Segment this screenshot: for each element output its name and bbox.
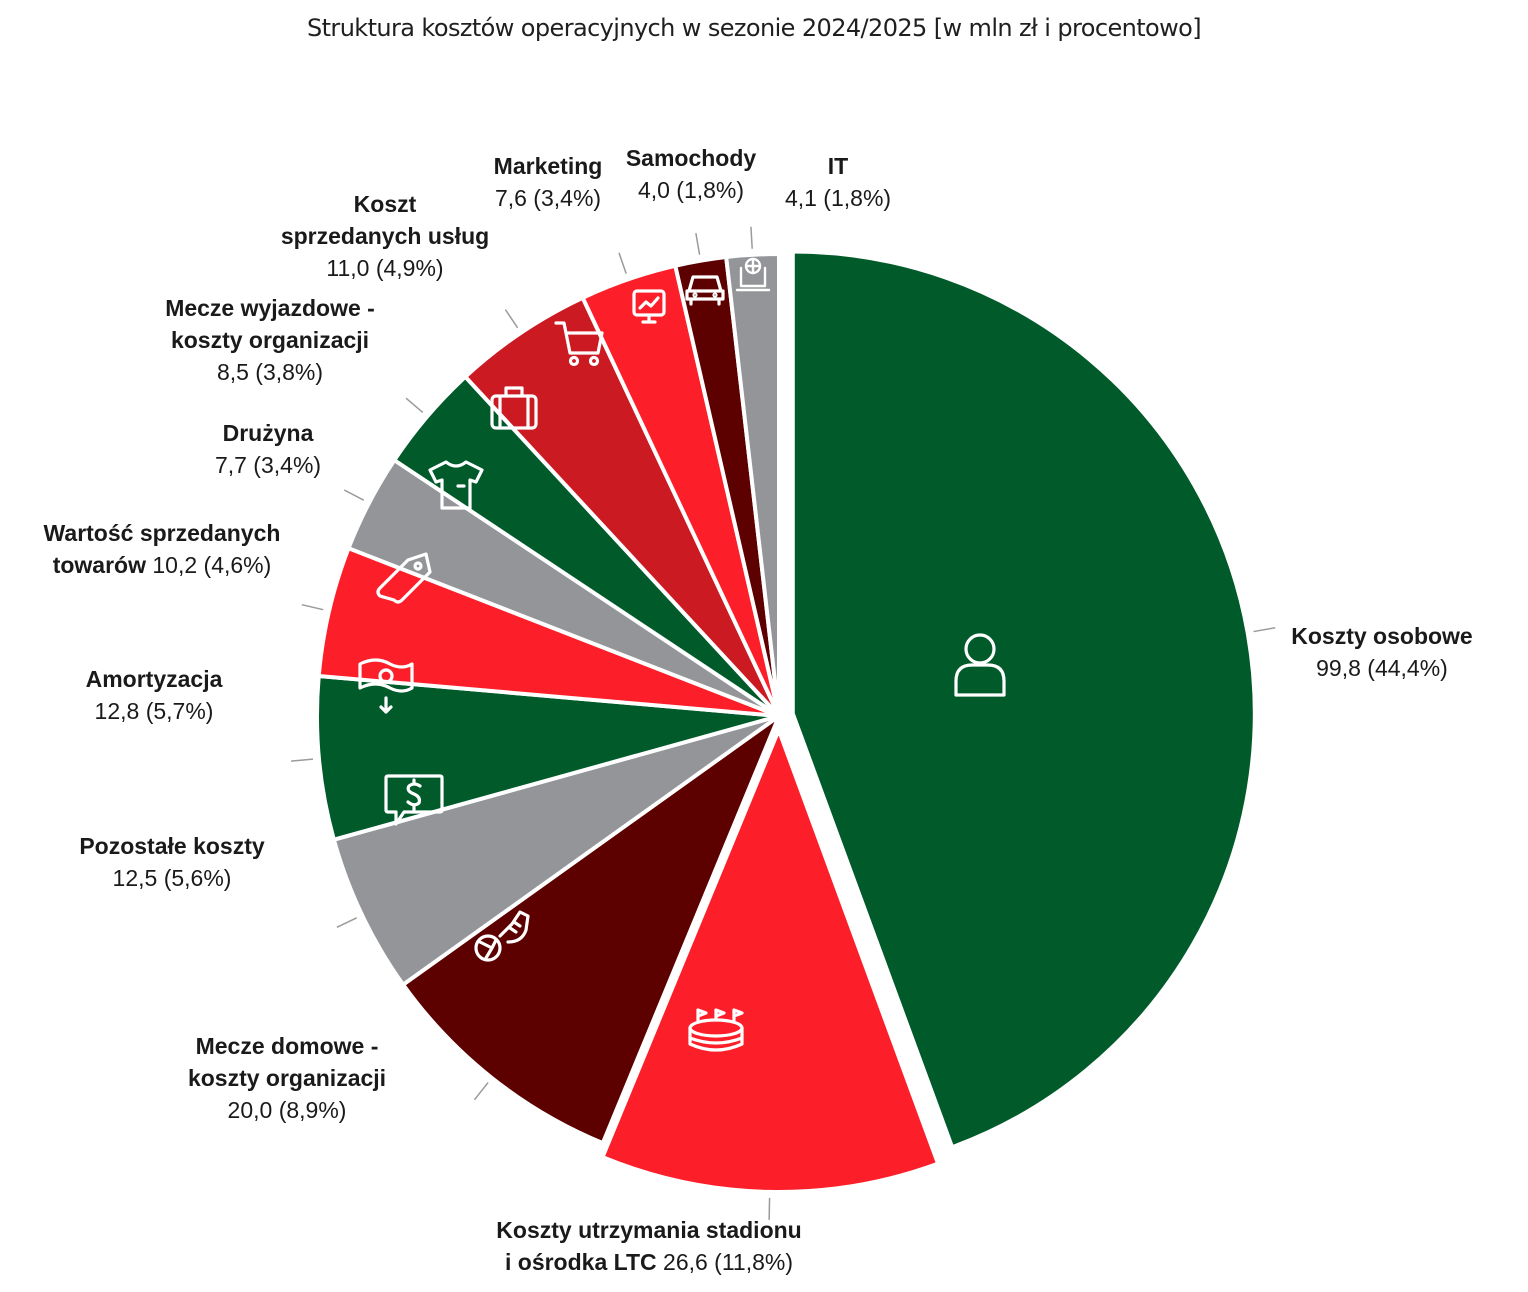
- label-value: 7,7 (3,4%): [214, 452, 322, 478]
- label-value: 99,8 (44,4%): [1316, 655, 1448, 681]
- banknote-down-icon: [358, 658, 414, 714]
- money-chat-icon: [384, 774, 444, 826]
- leader-line-11: [695, 232, 701, 255]
- slice-icons: [358, 257, 1006, 1052]
- label-value: 11,0 (4,9%): [326, 255, 444, 281]
- label-value: 10,2 (4,6%): [152, 552, 272, 578]
- label-name: Mecze wyjazdowe -: [165, 295, 375, 321]
- leader-line-10: [618, 252, 627, 274]
- label-druzyna: Drużyna 7,7 (3,4%): [215, 417, 321, 481]
- label-pozostale-koszty: Pozostałe koszty 12,5 (5,6%): [79, 830, 264, 894]
- label-value: 8,5 (3,8%): [216, 359, 324, 385]
- pie-slices: [315, 249, 1257, 1194]
- label-it: IT 4,1 (1,8%): [785, 150, 891, 214]
- football-boot-icon: [474, 910, 530, 962]
- leader-line-8: [405, 397, 424, 414]
- label-koszty-osobowe: Koszty osobowe 99,8 (44,4%): [1291, 620, 1472, 684]
- label-value: 7,6 (3,4%): [494, 185, 602, 211]
- leader-line-12: [750, 226, 753, 249]
- label-value: 4,1 (1,8%): [784, 185, 892, 211]
- leader-line-1: [1253, 626, 1276, 633]
- label-value: 12,5 (5,6%): [112, 865, 232, 891]
- pie-slice-3: [401, 714, 781, 1146]
- person-icon: [954, 633, 1006, 697]
- label-name-line2: koszty organizacji: [187, 1065, 387, 1091]
- label-amortyzacja: Amortyzacja 12,8 (5,7%): [86, 663, 223, 727]
- label-mecze-wyjazdowe: Mecze wyjazdowe - koszty organizacji 8,5…: [165, 292, 375, 388]
- leader-line-3: [473, 1082, 489, 1101]
- label-koszt-uslug: Koszt sprzedanych usług 11,0 (4,9%): [281, 188, 489, 284]
- stadium-icon: [688, 1008, 744, 1052]
- pie-slice-5: [315, 674, 781, 842]
- label-name: IT: [827, 153, 849, 179]
- suitcase-icon: [490, 386, 538, 430]
- leader-line-6: [301, 603, 324, 611]
- label-samochody: Samochody 4,0 (1,8%): [626, 142, 756, 206]
- chart-title: Struktura kosztów operacyjnych w sezonie…: [306, 14, 1202, 42]
- label-mecze-domowe: Mecze domowe - koszty organizacji 20,0 (…: [188, 1030, 386, 1126]
- label-stadion: Koszty utrzymania stadionu i ośrodka LTC…: [496, 1214, 801, 1278]
- label-marketing: Marketing 7,6 (3,4%): [494, 150, 603, 214]
- label-name: Marketing: [493, 153, 603, 179]
- label-wartosc-towarow: Wartość sprzedanych towarów 10,2 (4,6%): [44, 517, 281, 581]
- pie-slice-12: [724, 252, 781, 718]
- label-name-line2: koszty organizacji: [170, 327, 370, 353]
- leader-line-9: [504, 309, 519, 329]
- car-icon: [685, 275, 725, 306]
- label-name-line2: sprzedanych usług: [280, 223, 490, 249]
- label-value: 4,0 (1,8%): [637, 177, 745, 203]
- leader-line-4: [336, 917, 358, 928]
- leader-line-7: [343, 489, 365, 501]
- label-name: Mecze domowe -: [195, 1033, 379, 1059]
- label-name-line2: towarów: [52, 552, 146, 578]
- pie-slice-1: [790, 249, 1257, 1150]
- label-value: 20,0 (8,9%): [227, 1097, 347, 1123]
- leader-lines: [291, 226, 1276, 1220]
- label-name: Pozostałe koszty: [79, 833, 265, 859]
- pie-slice-2: [600, 727, 941, 1194]
- label-name: Koszty utrzymania stadionu: [496, 1217, 802, 1243]
- label-name: Samochody: [625, 145, 757, 171]
- label-name: Amortyzacja: [85, 666, 223, 692]
- price-tag-icon: [376, 552, 432, 604]
- label-name-line2: i ośrodka LTC: [504, 1249, 657, 1275]
- label-name: Koszt: [353, 191, 417, 217]
- shopping-cart-icon: [554, 321, 604, 367]
- label-name: Drużyna: [222, 420, 314, 446]
- leader-line-5: [291, 758, 314, 762]
- laptop-network-icon: [735, 257, 771, 292]
- label-value: 12,8 (5,7%): [94, 698, 214, 724]
- presentation-chart-icon: [632, 289, 666, 324]
- label-name: Wartość sprzedanych: [43, 520, 281, 546]
- label-value: 26,6 (11,8%): [663, 1249, 794, 1275]
- label-name: Koszty osobowe: [1291, 623, 1473, 649]
- jersey-icon: [428, 460, 484, 510]
- pie-slice-4: [331, 714, 781, 987]
